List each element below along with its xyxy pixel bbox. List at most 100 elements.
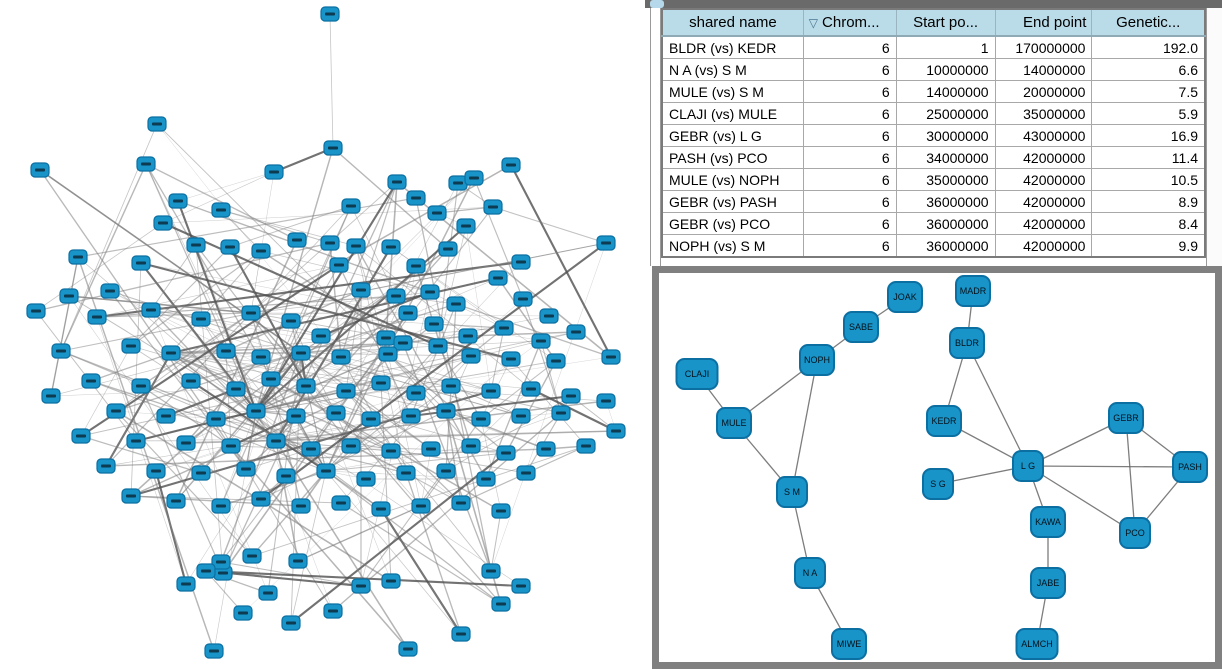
network-node[interactable]	[323, 603, 343, 619]
network-node[interactable]	[281, 615, 301, 631]
network-node[interactable]	[464, 170, 484, 186]
network-node[interactable]	[428, 338, 448, 354]
network-node[interactable]	[371, 375, 391, 391]
top-scrollbar-track[interactable]	[645, 0, 1222, 8]
network-node[interactable]	[427, 205, 447, 221]
panel-divider[interactable]	[650, 8, 661, 266]
network-node[interactable]	[401, 408, 421, 424]
network-node[interactable]	[551, 405, 571, 421]
network-node[interactable]	[141, 302, 161, 318]
network-node[interactable]	[406, 385, 426, 401]
network-node[interactable]	[494, 320, 514, 336]
network-node[interactable]	[451, 626, 471, 642]
network-node[interactable]	[596, 235, 616, 251]
table-row[interactable]: NOPH (vs) S M 6 36000000 42000000 9.9	[661, 234, 1206, 258]
table-row[interactable]: GEBR (vs) L G 6 30000000 43000000 16.9	[661, 124, 1206, 147]
table-cell[interactable]: GEBR (vs) L G	[661, 124, 804, 147]
network-node[interactable]	[131, 378, 151, 394]
network-node[interactable]	[81, 373, 101, 389]
network-node[interactable]	[438, 241, 458, 257]
network-node[interactable]	[196, 563, 216, 579]
network-node[interactable]	[311, 328, 331, 344]
network-node[interactable]	[406, 190, 426, 206]
table-row[interactable]: PASH (vs) PCO 6 34000000 42000000 11.4	[661, 146, 1206, 169]
network-node[interactable]	[258, 585, 278, 601]
network-node[interactable]	[168, 193, 188, 209]
subnetwork-edge[interactable]	[1125, 417, 1136, 534]
network-node[interactable]	[251, 349, 271, 365]
network-node[interactable]	[483, 199, 503, 215]
table-cell[interactable]: CLAJI (vs) MULE	[661, 102, 804, 125]
table-cell[interactable]: 43000000	[994, 124, 1093, 147]
network-node[interactable]	[96, 458, 116, 474]
table-cell[interactable]: 6	[802, 234, 897, 258]
network-node[interactable]	[351, 282, 371, 298]
network-node[interactable]	[356, 471, 376, 487]
column-header-shared-name[interactable]: shared name	[661, 8, 804, 37]
network-node[interactable]	[261, 371, 281, 387]
network-node[interactable]	[51, 343, 71, 359]
table-cell[interactable]: 6	[802, 124, 897, 147]
table-cell[interactable]: 11.4	[1091, 146, 1206, 169]
network-node[interactable]	[511, 578, 531, 594]
table-cell[interactable]: 8.4	[1091, 212, 1206, 235]
network-node[interactable]	[539, 308, 559, 324]
table-cell[interactable]: GEBR (vs) PASH	[661, 190, 804, 213]
network-node[interactable]	[291, 345, 311, 361]
subnetwork-node[interactable]: PCO	[1119, 517, 1151, 549]
network-node[interactable]	[153, 215, 173, 231]
network-node[interactable]	[166, 493, 186, 509]
network-node[interactable]	[566, 324, 586, 340]
table-cell[interactable]: 5.9	[1091, 102, 1206, 125]
network-node[interactable]	[596, 393, 616, 409]
network-node[interactable]	[131, 255, 151, 271]
network-node[interactable]	[488, 270, 508, 286]
network-node[interactable]	[106, 403, 126, 419]
network-node[interactable]	[41, 388, 61, 404]
network-node[interactable]	[458, 328, 478, 344]
table-cell[interactable]: 20000000	[994, 80, 1093, 103]
network-node[interactable]	[387, 174, 407, 190]
network-node[interactable]	[251, 243, 271, 259]
subnetwork-node[interactable]: NOPH	[799, 344, 835, 376]
table-cell[interactable]: 42000000	[994, 212, 1093, 235]
table-cell[interactable]: 36000000	[895, 212, 996, 235]
network-node[interactable]	[381, 239, 401, 255]
network-node[interactable]	[30, 162, 50, 178]
network-node[interactable]	[406, 258, 426, 274]
table-cell[interactable]: 42000000	[994, 190, 1093, 213]
network-node[interactable]	[251, 491, 271, 507]
table-cell[interactable]: 9.9	[1091, 234, 1206, 258]
network-node[interactable]	[471, 411, 491, 427]
subnetwork-node[interactable]: S M	[776, 476, 808, 508]
network-node[interactable]	[121, 338, 141, 354]
table-row[interactable]: BLDR (vs) KEDR 6 1 170000000 192.0	[661, 35, 1206, 59]
network-node[interactable]	[287, 232, 307, 248]
column-header-end-point[interactable]: End point	[994, 8, 1093, 37]
network-node[interactable]	[381, 573, 401, 589]
network-node[interactable]	[87, 309, 107, 325]
network-node[interactable]	[323, 140, 343, 156]
network-node[interactable]	[411, 498, 431, 514]
network-node[interactable]	[341, 198, 361, 214]
network-node[interactable]	[320, 235, 340, 251]
network-node[interactable]	[276, 468, 296, 484]
network-node[interactable]	[481, 383, 501, 399]
network-node[interactable]	[451, 495, 471, 511]
table-cell[interactable]: 6.6	[1091, 58, 1206, 81]
network-node[interactable]	[501, 351, 521, 367]
network-node[interactable]	[71, 428, 91, 444]
subnetwork-node[interactable]: GEBR	[1108, 402, 1144, 434]
table-cell[interactable]: 6	[802, 168, 897, 191]
network-node[interactable]	[26, 303, 46, 319]
network-node[interactable]	[336, 383, 356, 399]
subnetwork-node[interactable]: CLAJI	[675, 358, 719, 390]
table-cell[interactable]: 36000000	[895, 234, 996, 258]
network-node[interactable]	[351, 578, 371, 594]
subnetwork-edge[interactable]	[1027, 465, 1136, 534]
subnetwork-node[interactable]: N A	[794, 557, 826, 589]
table-cell[interactable]: NOPH (vs) S M	[661, 234, 804, 258]
table-row[interactable]: GEBR (vs) PCO 6 36000000 42000000 8.4	[661, 212, 1206, 235]
subnetwork-node[interactable]: KEDR	[926, 405, 962, 437]
subnetwork-node[interactable]: MIWE	[831, 628, 867, 660]
